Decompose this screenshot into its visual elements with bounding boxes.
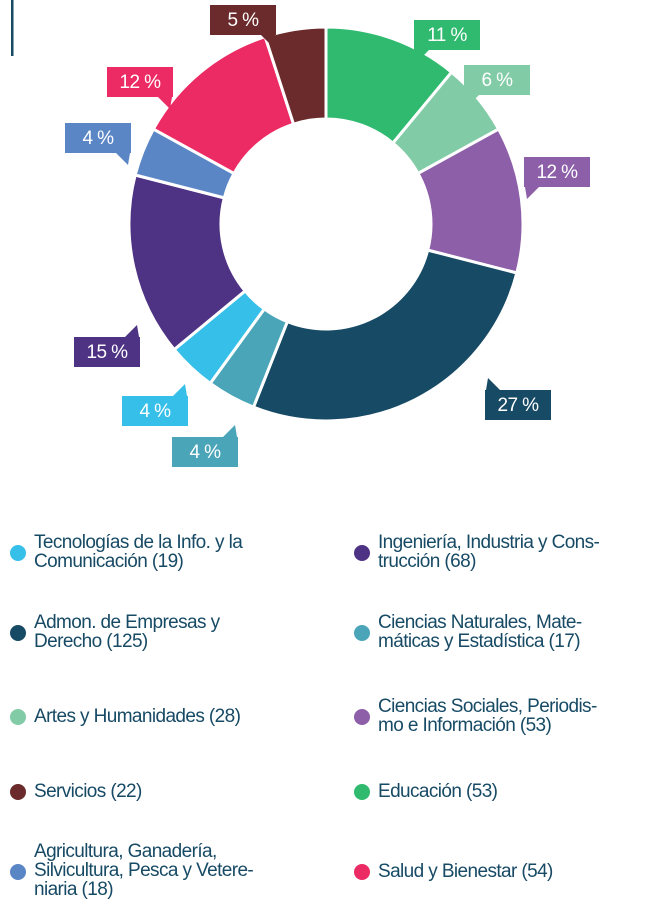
legend-label: Artes y Humanidades (28) [34,706,241,727]
legend-dot [354,864,370,880]
label-box [524,157,590,187]
legend-label: Agricultura, Ganadería, Silvicultura, Pes… [34,841,253,900]
value-label: 4 % [83,128,115,149]
label-pointer [261,35,275,47]
legend-dot [354,709,370,725]
value-label: 4 % [140,401,172,422]
value-label: 12 % [120,72,162,93]
value-label: 6 % [482,70,514,91]
label-pointer [223,425,237,437]
legend-dot [10,709,26,725]
legend-label: Ciencias Sociales, Periodis-mo e Informa… [378,696,597,736]
legend-label: Admon. de Empresas y Derecho (125) [34,612,221,652]
legend-dot [10,545,26,561]
label-pointer [158,97,172,109]
slice [263,25,328,127]
accent-line [11,0,14,56]
legend-dot [10,625,26,641]
value-label: 4 % [190,442,222,463]
label-box [107,67,173,97]
label-pointer [465,95,479,107]
legend-dot [354,545,370,561]
legend-dot [10,784,26,800]
legend-label: Tecnologías de la Info. y la Comunicación… [34,532,243,572]
legend-dot [354,625,370,641]
legend-label: Servicios (22) [34,781,142,802]
legend-label: Ciencias Naturales, Mate-máticas y Estad… [378,612,582,652]
legend-label: Ingeniería, Industria y Cons-trucción (6… [378,532,600,572]
label-pointer [125,325,139,337]
label-box [74,337,140,367]
slice [251,248,519,423]
label-box [485,390,551,420]
label-box [464,65,530,95]
label-box [65,123,131,153]
value-label: 11 % [427,25,467,46]
label-pointer [486,378,500,390]
value-label: 27 % [498,395,540,416]
legend-label: Salud y Bienestar (54) [378,861,553,882]
label-pointer [415,50,429,62]
label-pointer [116,153,130,165]
legend-dot [10,864,26,880]
label-box [172,437,238,467]
legend-label: Educación (53) [378,781,498,802]
label-box [414,20,480,50]
label-box [210,5,276,35]
legend-dot [354,784,370,800]
value-label: 12 % [537,162,579,183]
value-label: 15 % [87,342,129,363]
label-box [122,396,188,426]
label-pointer [173,384,187,396]
value-label: 5 % [228,10,260,31]
label-pointer [525,187,539,199]
